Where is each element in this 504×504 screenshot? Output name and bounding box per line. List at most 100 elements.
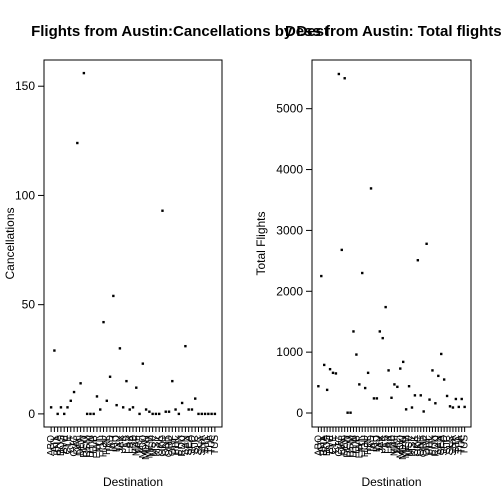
- data-point: [413, 394, 417, 397]
- data-point: [69, 399, 72, 402]
- destination-tick-label: BWI: [59, 435, 70, 454]
- destination-tick-label: ORF: [422, 435, 433, 456]
- destination-tick-label: MEM: [144, 435, 155, 458]
- destination-tick-label: TPA: [454, 435, 465, 454]
- destination-tick-label: CLT: [331, 435, 342, 453]
- destination-tick-label: PHL: [425, 435, 436, 455]
- destination-tick-label: PHX: [427, 435, 438, 456]
- destination-tick-label: ATL: [49, 435, 60, 453]
- destination-tick-label: MCI: [135, 435, 146, 453]
- destination-tick-label: LBB: [387, 435, 398, 454]
- data-point: [180, 401, 184, 405]
- destination-tick-label: MAF: [131, 435, 142, 456]
- destination-tick-label: TUS: [460, 435, 471, 455]
- destination-tick-label: STL: [200, 435, 211, 454]
- destination-tick-label: TUS: [210, 435, 221, 455]
- destination-tick-label: IAD: [105, 435, 116, 452]
- data-point: [355, 353, 358, 356]
- data-point: [325, 388, 329, 392]
- data-point: [66, 406, 69, 409]
- data-point: [361, 271, 364, 275]
- data-point: [349, 411, 352, 414]
- destination-tick-label: OKC: [157, 435, 168, 457]
- data-point: [56, 412, 59, 416]
- data-point: [99, 408, 102, 411]
- total-flights-y-axis: 0 1000 2000 3000 4000 5000: [276, 102, 312, 420]
- y-tick-label: 4000: [276, 163, 303, 177]
- data-point: [82, 71, 86, 75]
- destination-tick-label: LAS: [121, 435, 132, 454]
- destination-tick-label: FLL: [95, 435, 106, 453]
- data-point: [396, 385, 399, 389]
- destination-tick-label: MSY: [151, 435, 162, 457]
- destination-tick-label: CVG: [69, 435, 80, 457]
- cancellations-panel: Flights from Austin:Cancellations by Des…: [3, 23, 329, 489]
- data-point: [317, 385, 320, 388]
- data-point: [375, 397, 379, 400]
- cancellations-chart-title: Flights from Austin:Cancellations by Des…: [31, 23, 329, 40]
- destination-tick-label: RDU: [177, 435, 188, 457]
- data-point: [431, 369, 434, 372]
- destination-tick-label: HOU: [99, 435, 110, 457]
- data-point: [460, 397, 463, 401]
- destination-tick-label: SNA: [448, 435, 459, 456]
- data-point: [207, 412, 210, 416]
- destination-tick-label: BWI: [325, 435, 336, 454]
- data-point: [138, 412, 141, 416]
- data-point: [177, 412, 181, 416]
- destination-tick-label: ELP: [89, 435, 100, 454]
- data-point: [141, 362, 145, 365]
- data-point: [49, 406, 53, 409]
- destination-tick-label: SLC: [194, 435, 205, 454]
- destination-tick-label: PHL: [171, 435, 182, 455]
- y-tick-label: 100: [15, 188, 35, 202]
- destination-tick-label: DTW: [348, 434, 359, 457]
- destination-tick-label: STL: [451, 435, 462, 454]
- data-point: [323, 363, 326, 367]
- cancellations-points: [49, 71, 217, 416]
- destination-tick-label: ONT: [416, 435, 427, 456]
- destination-tick-label: DEN: [340, 435, 351, 456]
- total-flights-chart-title: Dess from Austin: Total flights to each …: [285, 23, 504, 40]
- destination-tick-label: MDW: [141, 434, 152, 460]
- data-point: [167, 410, 171, 413]
- destination-tick-label: DTW: [85, 434, 96, 457]
- destination-tick-label: SJC: [190, 435, 201, 454]
- destination-tick-label: HRL: [363, 435, 374, 455]
- data-point: [131, 406, 135, 409]
- y-tick-label: 3000: [276, 223, 303, 237]
- data-point: [457, 405, 460, 409]
- destination-tick-label: BOS: [56, 435, 67, 456]
- destination-tick-label: IND: [112, 435, 123, 452]
- data-point: [434, 402, 437, 405]
- data-point: [115, 403, 118, 407]
- y-tick-label: 5000: [276, 102, 303, 116]
- data-point: [89, 412, 92, 416]
- destination-tick-label: DAL: [72, 435, 83, 455]
- destination-tick-label: SNA: [197, 435, 208, 456]
- data-point: [440, 352, 443, 356]
- destination-tick-label: JAX: [375, 435, 386, 454]
- data-point: [378, 330, 381, 333]
- data-point: [419, 394, 422, 397]
- data-point: [108, 375, 112, 378]
- destination-tick-label: DFW: [343, 434, 354, 457]
- destination-tick-label: HOU: [360, 435, 371, 457]
- destination-tick-label: DAL: [337, 435, 348, 455]
- data-point: [425, 242, 428, 246]
- data-point: [105, 399, 108, 402]
- destination-tick-label: IAH: [369, 435, 380, 452]
- data-point: [407, 385, 411, 388]
- data-point: [128, 408, 131, 411]
- cancellations-x-axis: ABQATLBNABOSBWICLECLTCVGDALDENDFWDSMDTWE…: [46, 427, 221, 460]
- cancellations-plot-frame: [43, 59, 223, 428]
- data-point: [174, 408, 177, 411]
- destination-tick-label: LAS: [381, 435, 392, 454]
- destination-tick-label: SAN: [433, 435, 444, 456]
- y-tick-label: 150: [15, 79, 35, 93]
- y-tick-label: 50: [22, 298, 36, 312]
- destination-tick-label: BNA: [53, 435, 64, 456]
- data-point: [334, 372, 338, 375]
- destination-tick-label: SEA: [436, 435, 447, 455]
